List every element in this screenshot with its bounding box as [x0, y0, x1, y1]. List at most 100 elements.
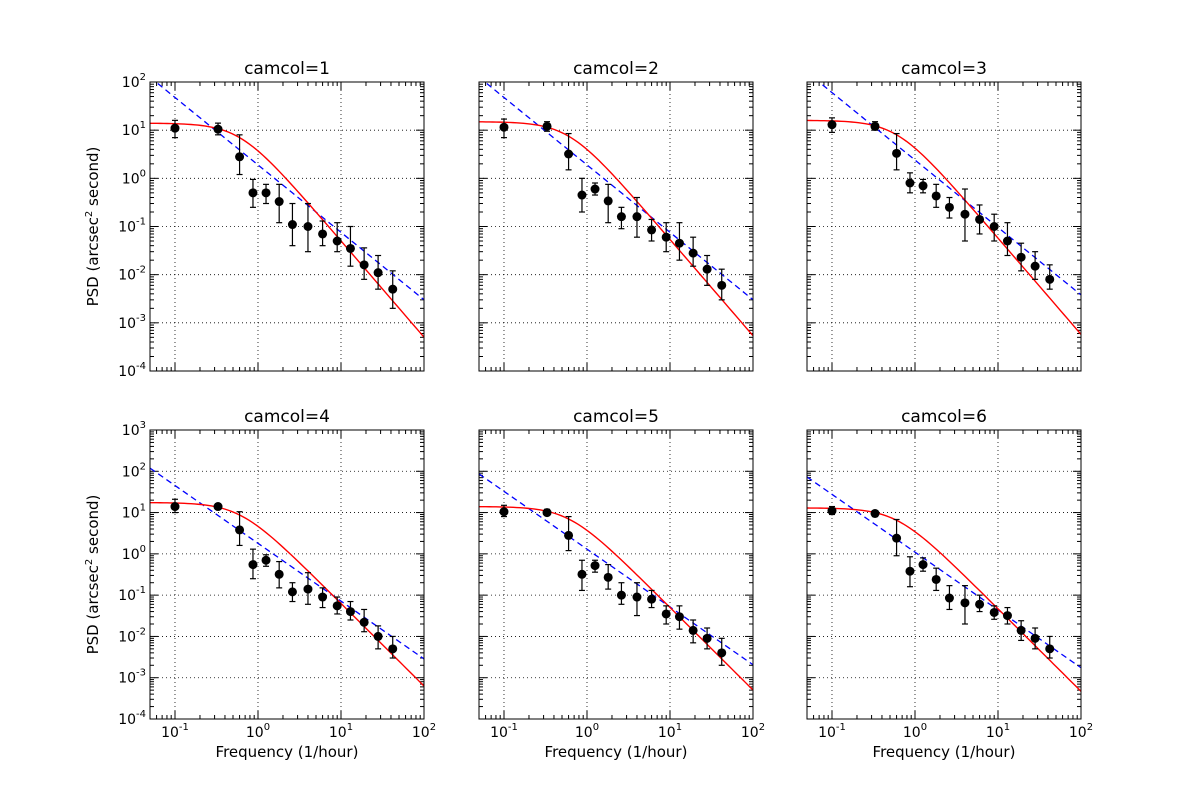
panel-title: camcol=5	[573, 407, 659, 427]
panel-camcol-6: camcol=6 10-1 100 101 102 Frequency (1/hour)	[806, 407, 1093, 761]
plot-content	[150, 467, 424, 687]
data-point	[674, 238, 684, 248]
data-point	[1030, 633, 1040, 643]
y-tick-label: 100	[122, 544, 146, 563]
panel-camcol-2: camcol=2	[478, 59, 754, 372]
data-point	[603, 572, 613, 582]
data-point	[590, 561, 600, 571]
x-tick-label: 100	[246, 722, 270, 741]
data-point	[261, 188, 271, 198]
data-point	[1016, 625, 1026, 635]
data-point	[274, 569, 284, 579]
axes-frame	[806, 429, 1082, 720]
y-tick-label: 101	[122, 120, 146, 139]
x-tick-label: 100	[903, 722, 927, 741]
data-point	[213, 124, 223, 134]
data-point	[688, 625, 698, 635]
y-tick-label: 10-4	[118, 361, 146, 380]
powerlaw-fit-line	[479, 473, 753, 666]
panel-camcol-3: camcol=3	[806, 59, 1082, 372]
data-point	[632, 212, 642, 222]
data-point	[564, 530, 574, 540]
data-point	[944, 593, 954, 603]
data-point	[577, 190, 587, 200]
data-point	[235, 152, 245, 162]
x-tick-label: 10-1	[490, 722, 518, 741]
data-point	[274, 197, 284, 207]
panel-camcol-4: camcol=4 10-1 100 101 102 Frequency (1/hour) 1…	[84, 407, 436, 761]
data-point	[870, 508, 880, 518]
data-point	[905, 566, 915, 576]
data-point	[905, 178, 915, 188]
data-point	[892, 533, 902, 543]
x-tick-label: 102	[412, 722, 436, 741]
x-axis-label: Frequency (1/hour)	[216, 743, 359, 761]
y-tick-label: 10-1	[118, 217, 146, 236]
data-point	[542, 508, 552, 518]
data-point	[892, 148, 902, 158]
data-point	[373, 268, 383, 278]
panel-camcol-1: camcol=1 10-4 10-3 10-2 10-1 100 101 102 PSD (ar…	[84, 59, 425, 380]
data-point	[603, 196, 613, 206]
data-point	[303, 222, 313, 231]
plot-area	[807, 430, 1081, 719]
plot-content	[807, 476, 1081, 692]
data-point	[1030, 261, 1040, 271]
data-point	[170, 123, 180, 133]
data-point	[827, 506, 837, 516]
data-point	[499, 122, 509, 132]
data-point	[388, 644, 398, 654]
data-point	[944, 202, 954, 212]
plot-area	[479, 430, 753, 719]
x-tick-label: 101	[986, 722, 1010, 741]
x-tick-label: 10-1	[161, 722, 189, 741]
y-tick-label: 10-4	[118, 709, 146, 728]
data-point	[975, 214, 985, 224]
y-tick-label: 102	[122, 461, 146, 480]
model-curve	[807, 119, 1081, 335]
data-point	[717, 648, 727, 658]
data-point	[359, 617, 369, 627]
data-point	[960, 209, 970, 219]
data-point	[989, 607, 999, 617]
x-axis-label: Frequency (1/hour)	[545, 743, 688, 761]
plot-content	[150, 82, 424, 338]
data-point	[332, 601, 342, 611]
axes-frame	[478, 81, 754, 372]
data-point	[170, 502, 180, 512]
y-tick-label: 10-3	[118, 313, 146, 332]
data-point	[590, 184, 600, 194]
x-tick-label: 102	[741, 722, 765, 741]
data-point	[318, 229, 328, 239]
panel-title: camcol=3	[901, 59, 987, 79]
data-point	[287, 220, 297, 230]
data-point	[918, 560, 928, 570]
data-point	[647, 594, 657, 604]
data-point	[616, 590, 626, 600]
plot-area	[150, 430, 424, 719]
data-point	[1016, 252, 1026, 262]
data-point	[235, 525, 245, 535]
plot-content	[479, 473, 753, 691]
data-point	[1045, 644, 1055, 654]
y-tick-label: 102	[122, 72, 146, 91]
y-tick-label: 10-2	[118, 265, 146, 284]
data-point	[960, 598, 970, 608]
x-axis-label: Frequency (1/hour)	[873, 743, 1016, 761]
data-point	[287, 587, 297, 597]
data-point	[577, 569, 587, 579]
data-point	[674, 612, 684, 622]
x-tick-label: 10-1	[818, 722, 846, 741]
data-point	[616, 212, 626, 222]
y-tick-label: 100	[122, 168, 146, 187]
data-point	[303, 584, 313, 594]
data-point	[388, 284, 398, 294]
panel-title: camcol=6	[901, 407, 987, 427]
panel-camcol-5: camcol=5 10-1 100 101 102 Frequency (1/hour)	[478, 407, 765, 761]
data-point	[213, 502, 223, 512]
data-point	[359, 260, 369, 270]
y-tick-label: 101	[122, 503, 146, 522]
data-point	[870, 121, 880, 131]
axes-frame	[478, 429, 754, 720]
data-point	[542, 121, 552, 131]
